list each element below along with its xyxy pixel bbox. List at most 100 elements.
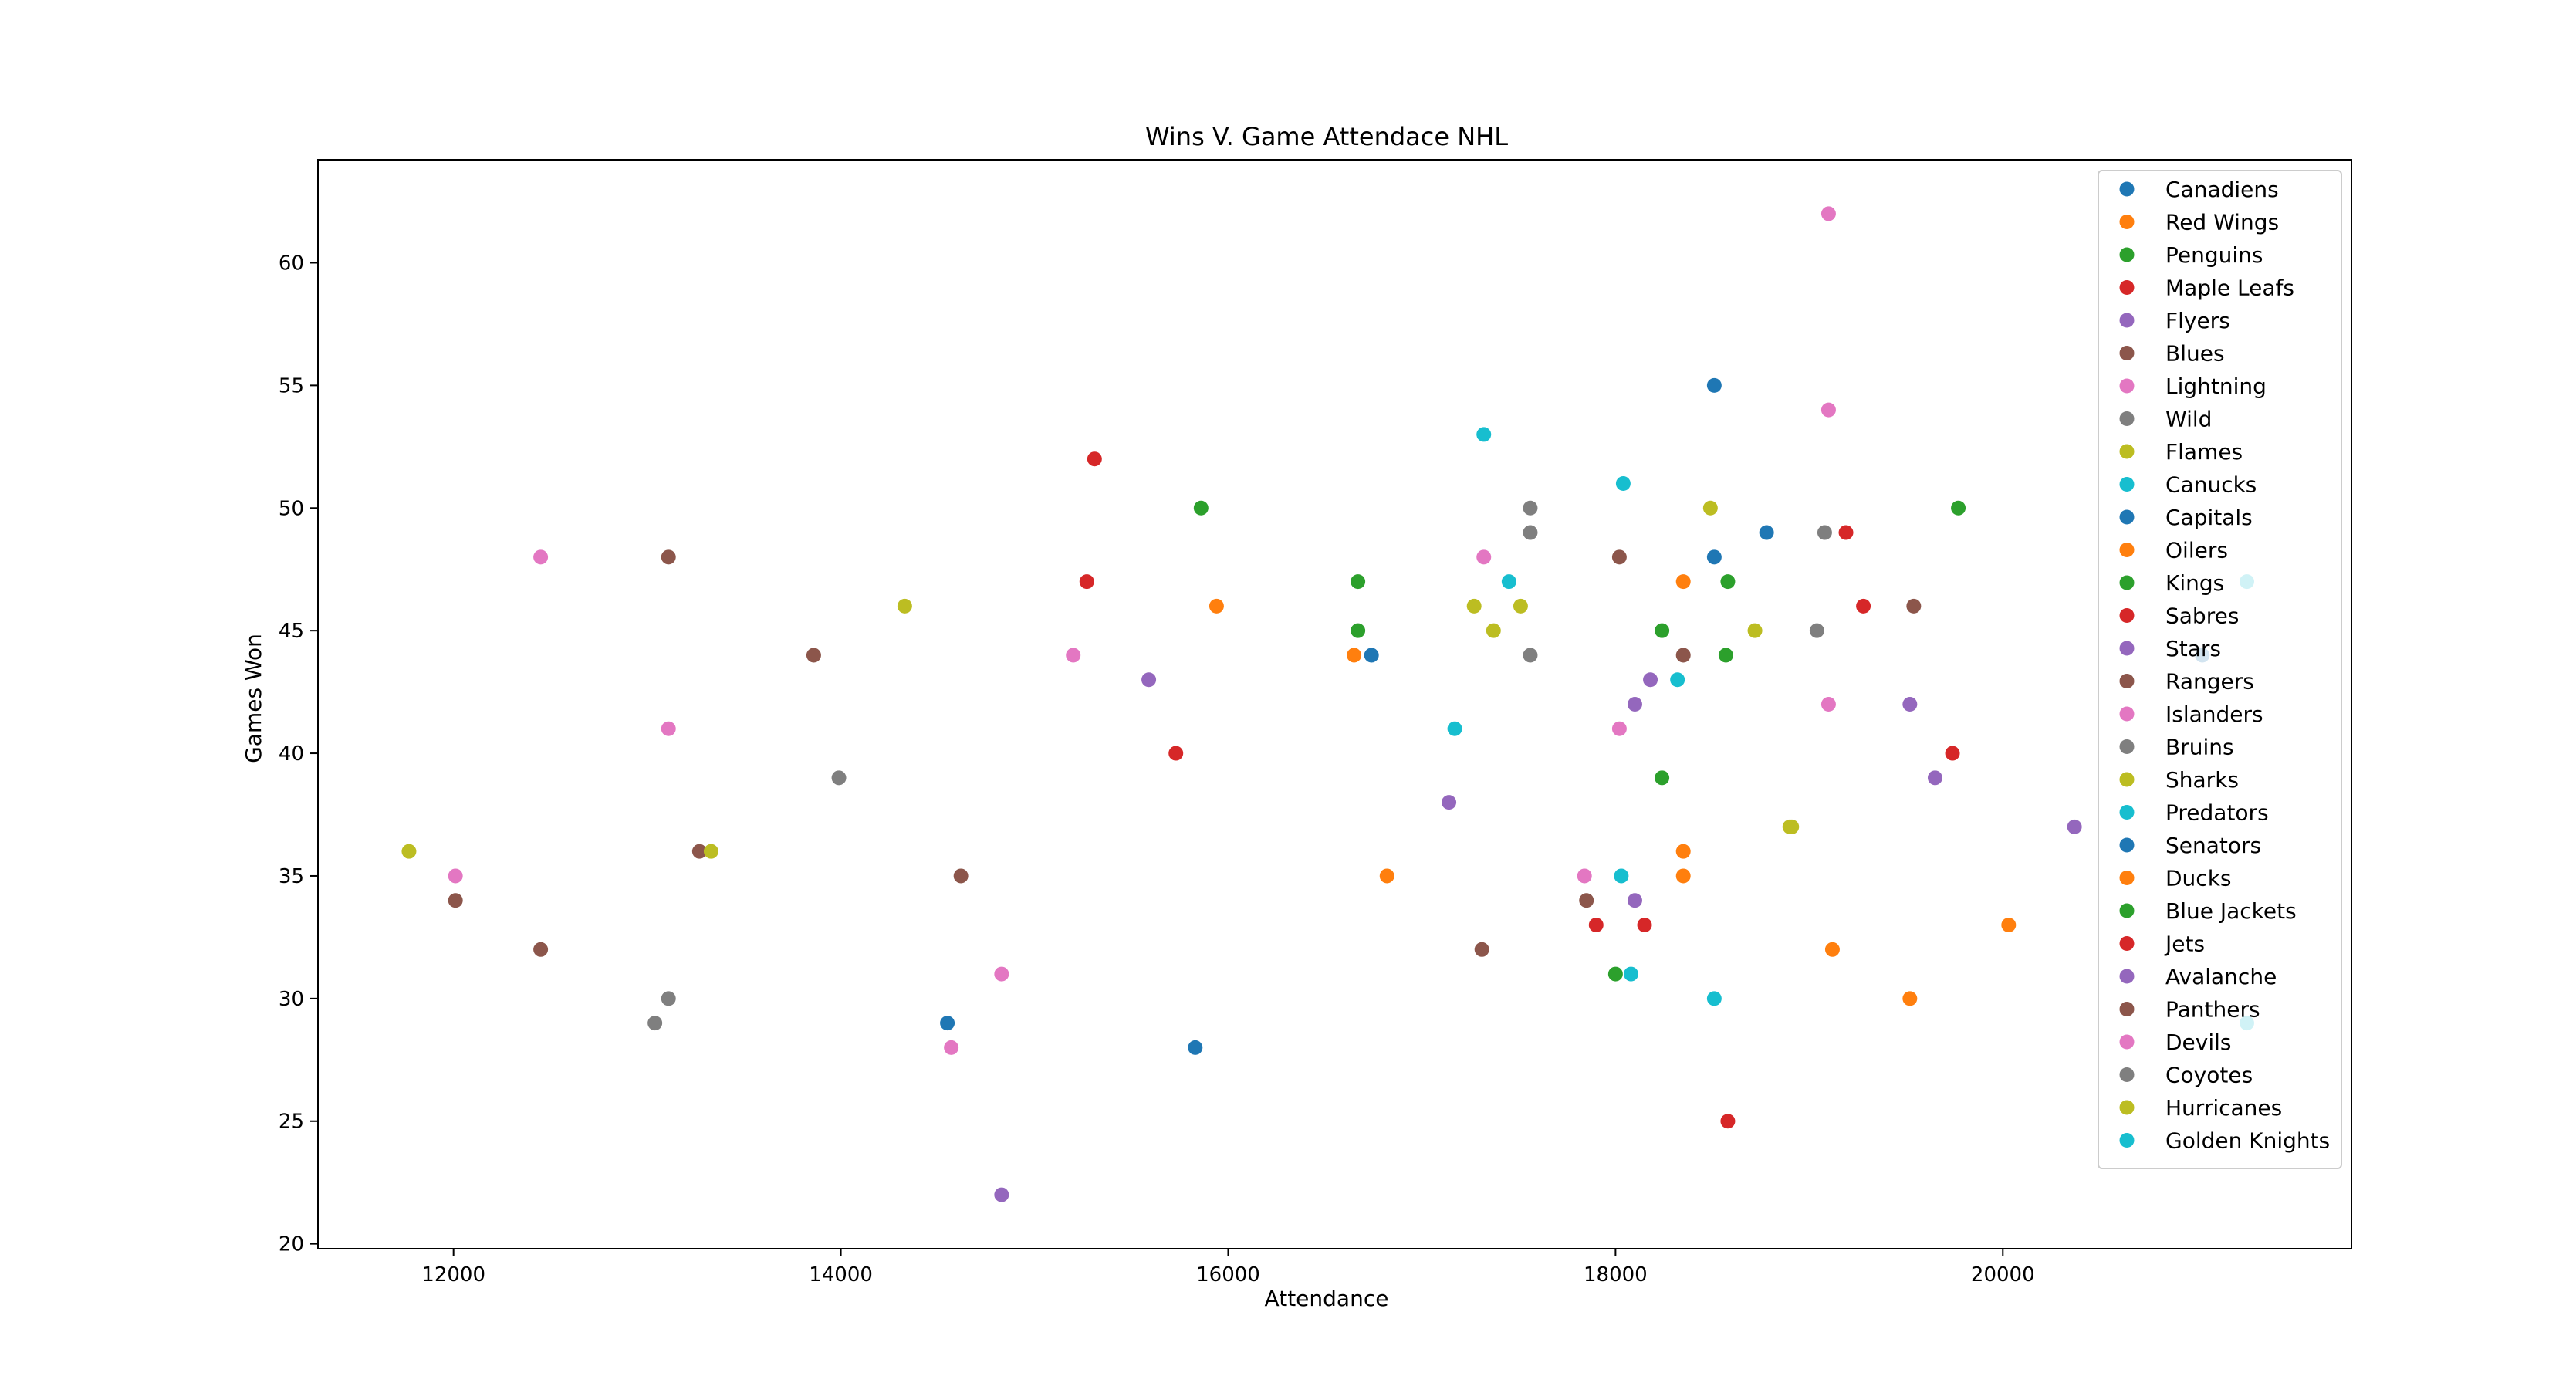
data-point bbox=[1718, 648, 1733, 663]
data-point bbox=[1611, 549, 1627, 565]
legend-item: Canucks bbox=[2119, 472, 2257, 498]
data-point bbox=[703, 844, 718, 859]
legend-marker bbox=[2119, 837, 2135, 853]
data-point bbox=[1720, 1114, 1736, 1129]
data-point bbox=[1809, 623, 1824, 638]
legend-label: Avalanche bbox=[2165, 964, 2277, 989]
y-axis-label: Games Won bbox=[241, 634, 266, 763]
legend-label: Hurricanes bbox=[2165, 1095, 2282, 1121]
data-point bbox=[1523, 525, 1538, 540]
legend-marker bbox=[2119, 1133, 2135, 1148]
legend-label: Rangers bbox=[2165, 669, 2254, 695]
legend-label: Jets bbox=[2164, 932, 2205, 957]
data-point bbox=[953, 868, 969, 884]
legend-item: Blues bbox=[2119, 341, 2225, 367]
series-lightning bbox=[448, 206, 1836, 1055]
legend-label: Islanders bbox=[2165, 702, 2263, 727]
data-point bbox=[1820, 697, 1836, 712]
data-point bbox=[1637, 918, 1652, 933]
data-point bbox=[1466, 598, 1482, 614]
x-axis: 12000 14000 16000 18000 20000 bbox=[421, 1249, 2035, 1287]
legend-label: Golden Knights bbox=[2165, 1128, 2330, 1154]
legend-marker bbox=[2119, 1100, 2135, 1115]
legend-label: Wild bbox=[2165, 407, 2212, 432]
data-point bbox=[1655, 770, 1670, 786]
legend-marker bbox=[2119, 575, 2135, 590]
data-point bbox=[647, 1016, 663, 1031]
data-point bbox=[1706, 549, 1722, 565]
data-point bbox=[806, 648, 821, 663]
legend-item: Flyers bbox=[2119, 308, 2230, 333]
legend-marker bbox=[2119, 936, 2135, 951]
legend-marker bbox=[2119, 674, 2135, 688]
legend-marker bbox=[2119, 903, 2135, 918]
data-point bbox=[1838, 525, 1854, 540]
series-stars bbox=[1902, 697, 2082, 834]
x-tick-label: 18000 bbox=[1584, 1263, 1648, 1287]
series-canucks bbox=[1447, 427, 1722, 1006]
legend-label: Kings bbox=[2165, 570, 2224, 596]
legend-item: Golden Knights bbox=[2119, 1128, 2330, 1154]
data-point bbox=[1141, 672, 1157, 688]
x-tick-label: 20000 bbox=[1971, 1263, 2035, 1287]
data-point bbox=[1655, 623, 1670, 638]
plot-frame bbox=[317, 159, 2352, 1249]
data-point bbox=[994, 1187, 1009, 1202]
data-point bbox=[1447, 721, 1462, 736]
data-point bbox=[1720, 574, 1736, 590]
data-point bbox=[1706, 377, 1722, 393]
data-point bbox=[1820, 206, 1836, 221]
legend-label: Capitals bbox=[2165, 505, 2253, 530]
legend-item: Maple Leafs bbox=[2119, 276, 2294, 301]
legend-label: Flames bbox=[2165, 439, 2243, 465]
data-point bbox=[1615, 475, 1631, 491]
legend-label: Red Wings bbox=[2165, 210, 2279, 235]
legend-label: Sabres bbox=[2165, 604, 2239, 629]
legend-item: Kings bbox=[2119, 570, 2224, 596]
series-sabres bbox=[1720, 598, 1960, 1129]
data-point bbox=[533, 942, 549, 957]
data-point bbox=[1579, 893, 1594, 908]
legend-label: Coyotes bbox=[2165, 1063, 2253, 1088]
data-point bbox=[1209, 598, 1224, 614]
series-sharks bbox=[1782, 819, 1797, 834]
data-point bbox=[944, 1040, 959, 1055]
x-tick-label: 12000 bbox=[421, 1263, 485, 1287]
legend-label: Oilers bbox=[2165, 538, 2228, 563]
legend-marker bbox=[2119, 1067, 2135, 1082]
legend-item: Sabres bbox=[2119, 604, 2239, 629]
series-red-wings bbox=[1209, 574, 1691, 884]
legend-item: Canadiens bbox=[2119, 177, 2279, 202]
x-axis-label: Attendance bbox=[1265, 1286, 1389, 1311]
legend-item: Coyotes bbox=[2119, 1063, 2253, 1088]
data-point bbox=[1474, 942, 1489, 957]
legend-label: Canadiens bbox=[2165, 177, 2279, 202]
legend-label: Sharks bbox=[2165, 767, 2239, 793]
legend-label: Senators bbox=[2165, 833, 2261, 858]
legend-marker bbox=[2119, 706, 2135, 722]
data-point bbox=[1513, 598, 1528, 614]
y-tick-label: 60 bbox=[279, 252, 304, 275]
legend-marker bbox=[2119, 739, 2135, 754]
legend-marker bbox=[2119, 378, 2135, 394]
data-point bbox=[1607, 966, 1623, 982]
legend-marker bbox=[2119, 181, 2135, 197]
data-point bbox=[1588, 918, 1604, 933]
y-tick-label: 40 bbox=[279, 742, 304, 766]
data-point bbox=[1577, 868, 1592, 884]
data-point bbox=[1476, 549, 1492, 565]
data-point bbox=[1476, 427, 1492, 442]
y-tick-label: 55 bbox=[279, 374, 304, 397]
series-canadiens bbox=[940, 377, 1722, 1055]
data-point bbox=[1824, 942, 1840, 957]
legend-label: Bruins bbox=[2165, 735, 2234, 760]
legend-label: Ducks bbox=[2165, 866, 2232, 891]
legend-marker bbox=[2119, 969, 2135, 984]
legend-label: Predators bbox=[2165, 800, 2269, 826]
data-point bbox=[661, 549, 676, 565]
legend-item: Sharks bbox=[2119, 767, 2239, 793]
legend-marker bbox=[2119, 871, 2135, 885]
data-point bbox=[897, 598, 912, 614]
legend-item: Panthers bbox=[2119, 997, 2260, 1023]
